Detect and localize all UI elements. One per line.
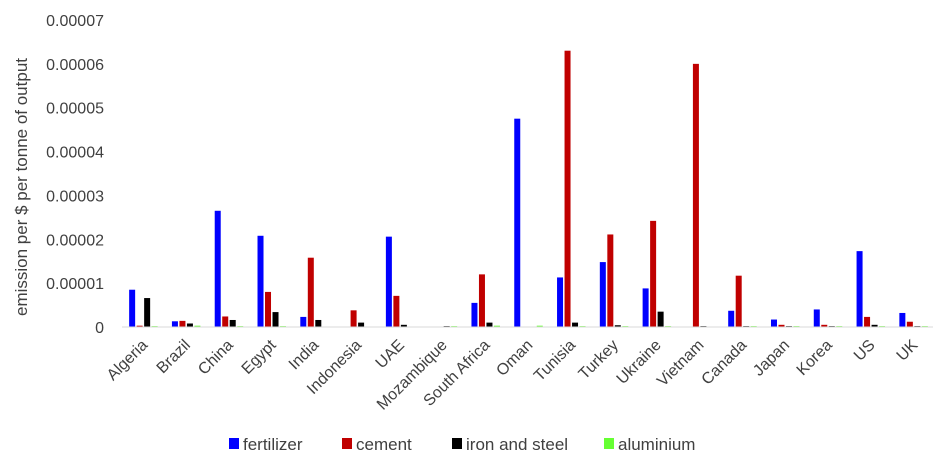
y-tick-label: 0 xyxy=(95,320,104,337)
bar-fertilizer-uae xyxy=(385,236,392,327)
y-axis-ticks: 0 0.00001 0.00002 0.00003 0.00004 0.00005 0.00… xyxy=(46,13,104,337)
bar-fertilizer-canada xyxy=(728,310,735,327)
legend-label: fertilizer xyxy=(243,435,303,454)
category-label: Algeria xyxy=(104,337,151,384)
bar-cement-south-africa xyxy=(478,274,485,327)
category-label: India xyxy=(286,337,323,374)
bar-fertilizer-india xyxy=(300,316,307,327)
bar-fertilizer-korea xyxy=(813,309,820,327)
legend-label: aluminium xyxy=(618,435,695,454)
bar-cement-tunisia xyxy=(564,50,571,327)
bar-cement-brazil xyxy=(179,320,186,327)
legend-swatch xyxy=(229,438,239,449)
legend: fertilizer cement iron and steel aluminium xyxy=(229,435,695,454)
bar-iron-and-steel-china xyxy=(229,319,236,327)
y-tick-label: 0.00005 xyxy=(46,101,104,118)
category-label: UK xyxy=(894,337,922,365)
category-label: US xyxy=(851,337,879,365)
y-axis-label: emission per $ per tonne of output xyxy=(12,58,31,316)
bar-cement-china xyxy=(222,316,229,327)
bar-fertilizer-brazil xyxy=(171,321,178,327)
bar-iron-and-steel-india xyxy=(315,319,322,327)
bar-iron-and-steel-egypt xyxy=(272,312,279,327)
bar-iron-and-steel-south-africa xyxy=(486,322,493,327)
bar-aluminium-south-africa xyxy=(493,325,500,327)
bar-cement-ukraine xyxy=(650,220,657,327)
category-label: Korea xyxy=(794,337,836,379)
legend-swatch xyxy=(452,438,462,449)
bar-cement-indonesia xyxy=(350,310,357,327)
bar-iron-and-steel-brazil xyxy=(186,323,193,327)
category-label: Egypt xyxy=(239,336,280,377)
bar-cement-us xyxy=(864,316,871,327)
category-label: Canada xyxy=(699,337,751,389)
bar-iron-and-steel-turkey xyxy=(614,325,621,327)
category-label: China xyxy=(195,337,237,379)
bar-fertilizer-algeria xyxy=(129,289,136,327)
bar-iron-and-steel-indonesia xyxy=(358,322,365,327)
bar-cement-uae xyxy=(393,295,400,327)
bar-cement-turkey xyxy=(607,234,614,327)
bar-fertilizer-japan xyxy=(770,319,777,327)
y-tick-label: 0.00007 xyxy=(46,13,104,30)
bar-cement-canada xyxy=(735,275,742,327)
category-label: Brazil xyxy=(154,337,194,377)
bar-cement-algeria xyxy=(136,325,143,327)
y-tick-label: 0.00006 xyxy=(46,57,104,74)
bar-fertilizer-ukraine xyxy=(642,288,649,327)
category-label: Tunisia xyxy=(531,337,579,385)
bar-iron-and-steel-uae xyxy=(400,324,407,327)
category-label: Vietnam xyxy=(654,337,707,390)
bar-iron-and-steel-tunisia xyxy=(572,322,579,327)
legend-label: cement xyxy=(356,435,412,454)
bar-fertilizer-oman xyxy=(514,118,521,327)
bar-fertilizer-turkey xyxy=(599,262,606,327)
category-label: UAE xyxy=(373,337,408,372)
category-label: Oman xyxy=(493,337,536,380)
bar-fertilizer-tunisia xyxy=(557,277,564,327)
legend-swatch xyxy=(604,438,614,449)
bar-iron-and-steel-algeria xyxy=(144,298,151,327)
bar-cement-vietnam xyxy=(692,63,699,327)
y-tick-label: 0.00001 xyxy=(46,276,104,293)
legend-label: iron and steel xyxy=(466,435,568,454)
legend-swatch xyxy=(342,438,352,449)
bar-cement-india xyxy=(307,257,314,327)
bar-fertilizer-egypt xyxy=(257,235,264,327)
bar-cement-japan xyxy=(778,324,785,327)
y-tick-label: 0.00003 xyxy=(46,188,104,205)
bar-cement-uk xyxy=(906,321,913,327)
bar-fertilizer-us xyxy=(856,251,863,327)
bar-cement-korea xyxy=(821,324,828,327)
bar-fertilizer-south-africa xyxy=(471,302,478,327)
bar-aluminium-brazil xyxy=(194,325,201,327)
bar-iron-and-steel-ukraine xyxy=(657,311,664,327)
bar-fertilizer-uk xyxy=(899,312,906,327)
bar-aluminium-oman xyxy=(536,325,543,327)
bar-iron-and-steel-us xyxy=(871,324,878,327)
bar-cement-egypt xyxy=(265,291,272,327)
y-tick-label: 0.00004 xyxy=(46,145,104,162)
y-tick-label: 0.00002 xyxy=(46,232,104,249)
bar-fertilizer-china xyxy=(214,210,221,327)
category-label: Japan xyxy=(750,337,793,380)
bars xyxy=(129,50,928,327)
